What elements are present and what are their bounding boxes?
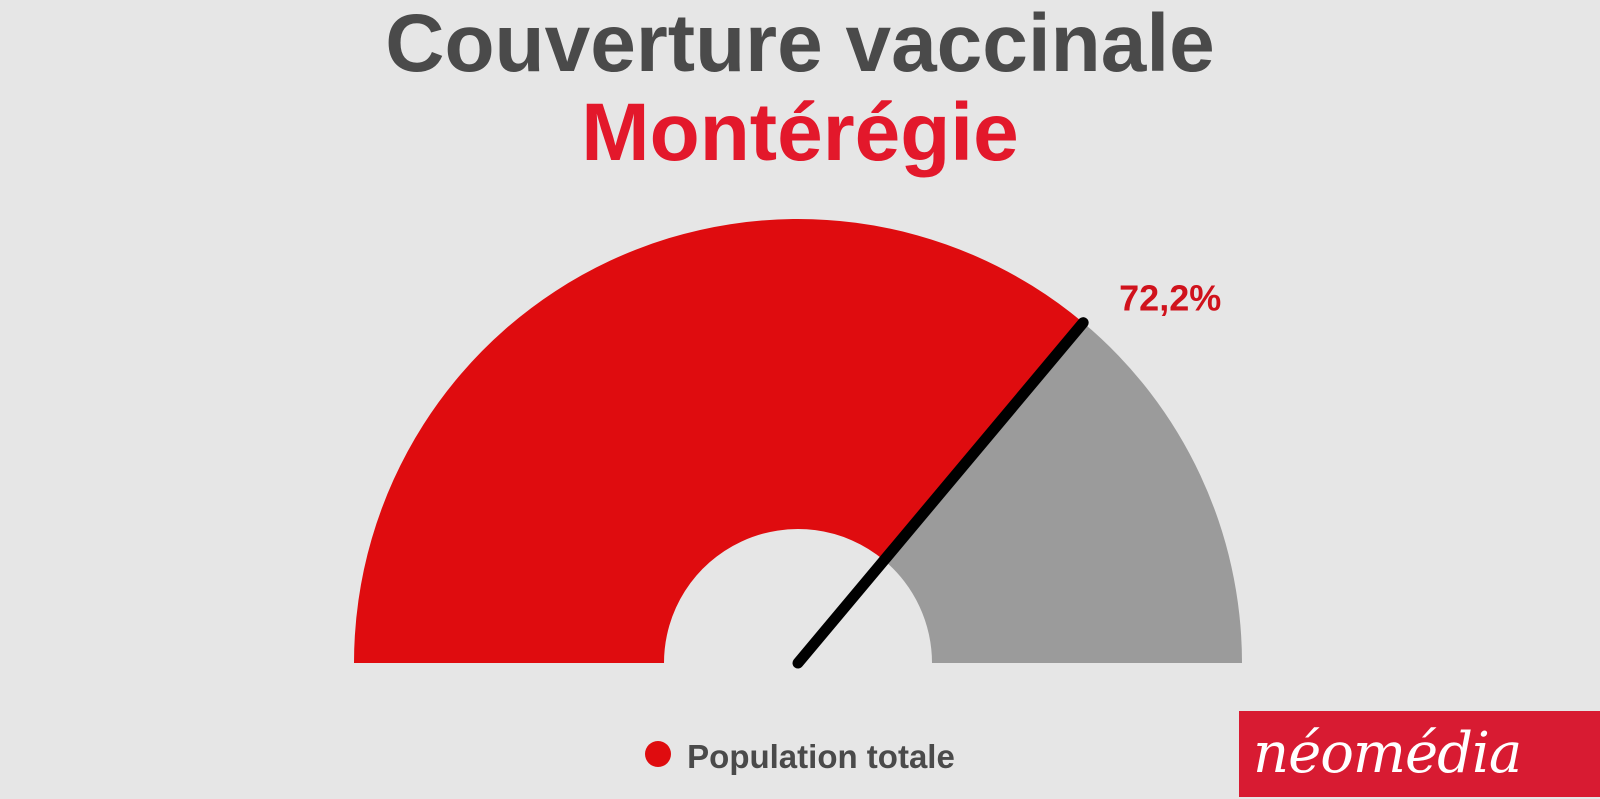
legend-swatch xyxy=(645,741,672,767)
chart-legend: Population totale xyxy=(0,738,1600,776)
logo-text: néomédia xyxy=(1253,721,1522,786)
gauge-needle xyxy=(792,317,1089,669)
gauge-value-label: 72,2% xyxy=(1119,278,1221,319)
neomedia-logo: néomédia xyxy=(1239,711,1600,797)
legend-label: Population totale xyxy=(687,738,955,775)
chart-subtitle: Montérégie xyxy=(581,87,1019,178)
gauge-remaining-arc xyxy=(884,322,1242,663)
gauge-filled-arc xyxy=(354,218,1084,663)
chart-title: Couverture vaccinale xyxy=(385,0,1215,89)
